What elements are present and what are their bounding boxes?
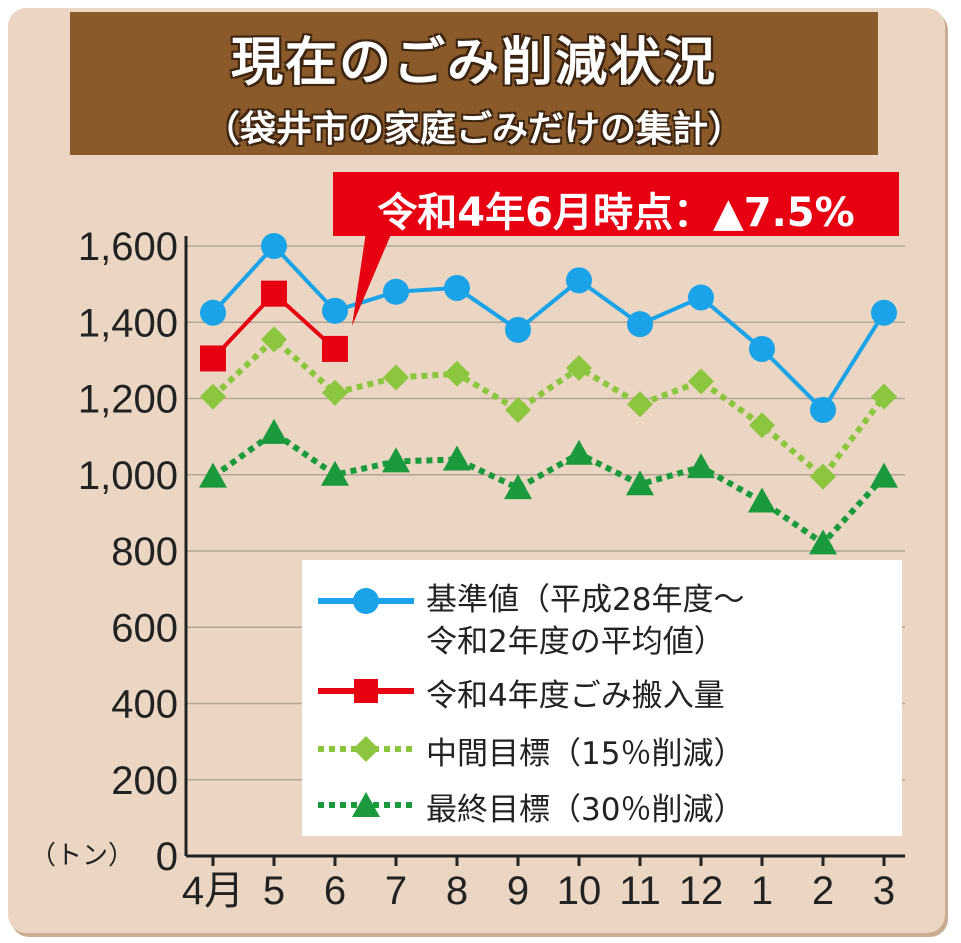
legend-label-actual: 令和4年度ごみ搬入量: [426, 678, 725, 714]
data-point-final: [748, 487, 776, 513]
data-point-baseline: [200, 299, 226, 326]
data-point-final: [504, 474, 532, 500]
data-point-baseline: [810, 396, 836, 423]
series-final: [199, 418, 898, 555]
data-point-final: [321, 460, 349, 486]
series-baseline: [200, 233, 897, 423]
data-point-final: [382, 447, 410, 473]
legend-marker-actual: [318, 679, 414, 703]
y-unit-label: （トン）: [30, 841, 134, 871]
data-point-interim: [261, 326, 287, 353]
x-tick-label: 7: [385, 869, 407, 913]
data-point-baseline: [688, 284, 714, 311]
legend-marker-baseline: [318, 588, 414, 614]
data-point-baseline: [871, 299, 897, 326]
legend-item-actual: 令和4年度ごみ搬入量: [302, 668, 902, 718]
y-tick-label: 0: [156, 835, 178, 879]
data-point-final: [565, 439, 593, 465]
x-tick-label: 8: [446, 869, 468, 913]
y-tick-label: 800: [111, 530, 178, 574]
callout-pointer: [352, 232, 392, 326]
data-point-baseline: [505, 316, 531, 343]
data-point-interim: [505, 396, 531, 423]
legend: 基準値（平成28年度～ 令和2年度の平均値） 令和4年度ごみ搬入量 中間目標（1…: [302, 560, 902, 836]
y-tick-label: 400: [111, 683, 178, 727]
data-point-baseline: [566, 267, 592, 294]
data-point-final: [260, 418, 288, 444]
legend-marker-interim: [318, 736, 414, 762]
legend-item-baseline: 基準値（平成28年度～ 令和2年度の平均値）: [302, 570, 902, 660]
x-tick-label: 1: [751, 869, 773, 913]
data-point-interim: [200, 383, 226, 410]
callout-text: 令和4年6月時点：▲7.5%: [377, 190, 855, 236]
series-interim: [200, 326, 897, 490]
legend-label-baseline-line1: 基準値（平成28年度～: [426, 582, 745, 618]
y-tick-label: 600: [111, 606, 178, 650]
y-tick-label: 1,000: [78, 454, 178, 498]
legend-item-interim: 中間目標（15％削減）: [302, 726, 902, 776]
data-point-baseline: [322, 297, 348, 324]
data-point-final: [199, 462, 227, 488]
data-point-interim: [688, 368, 714, 395]
data-point-actual: [200, 345, 226, 372]
data-point-final: [870, 462, 898, 488]
data-point-final: [809, 529, 837, 555]
series-line-interim: [210, 335, 887, 481]
y-tick-label: 1,600: [78, 225, 178, 269]
title-banner: 現在のごみ削減状況 （袋井市の家庭ごみだけの集計）: [70, 12, 878, 155]
data-point-interim: [444, 360, 470, 387]
data-point-actual: [261, 280, 287, 307]
series-line-baseline: [211, 243, 886, 414]
x-tick-label: 3: [873, 869, 895, 913]
legend-item-final: 最終目標（30％削減）: [302, 782, 902, 832]
data-point-final: [626, 470, 654, 496]
data-point-final: [687, 453, 715, 479]
data-point-interim: [749, 412, 775, 439]
x-tick-label: 12: [679, 869, 724, 913]
legend-label-final: 最終目標（30％削減）: [426, 792, 745, 828]
x-tick-label: 10: [557, 869, 602, 913]
data-point-baseline: [261, 233, 287, 259]
data-point-actual: [322, 335, 348, 362]
legend-marker-final: [318, 792, 414, 817]
x-tick-label: 2: [812, 869, 834, 913]
data-point-interim: [566, 355, 592, 381]
y-tick-label: 200: [111, 759, 178, 803]
x-tick-label: 11: [619, 869, 661, 913]
series-group: [199, 233, 898, 555]
axes: 0 200 400 600 800 1,000 1,200 1,400 1,600 （トン） 4月 5…: [30, 225, 905, 913]
data-point-interim: [627, 391, 653, 418]
x-tick-label: 6: [324, 869, 346, 913]
data-point-interim: [871, 383, 897, 410]
series-line-final: [211, 429, 887, 548]
chart-title: 現在のごみ削減状況: [230, 33, 717, 93]
chart-subtitle: （袋井市の家庭ごみだけの集計）: [203, 109, 744, 150]
y-tick-label: 1,200: [78, 378, 178, 422]
data-point-baseline: [749, 335, 775, 362]
x-tick-label: 9: [507, 869, 529, 913]
callout-box: 令和4年6月時点：▲7.5%: [333, 172, 899, 236]
data-point-interim: [383, 364, 409, 391]
data-point-interim: [322, 379, 348, 406]
data-point-baseline: [383, 278, 409, 305]
legend-label-interim: 中間目標（15％削減）: [426, 736, 745, 772]
data-point-baseline: [627, 311, 653, 338]
data-point-baseline: [444, 274, 470, 301]
data-point-interim: [810, 463, 836, 490]
y-tick-label: 1,400: [78, 301, 178, 345]
x-tick-label: 5: [263, 869, 285, 913]
data-point-final: [443, 445, 471, 471]
x-tick-label: 4月: [182, 869, 244, 913]
series-actual: [200, 280, 348, 372]
legend-label-baseline-line2: 令和2年度の平均値）: [426, 624, 725, 660]
